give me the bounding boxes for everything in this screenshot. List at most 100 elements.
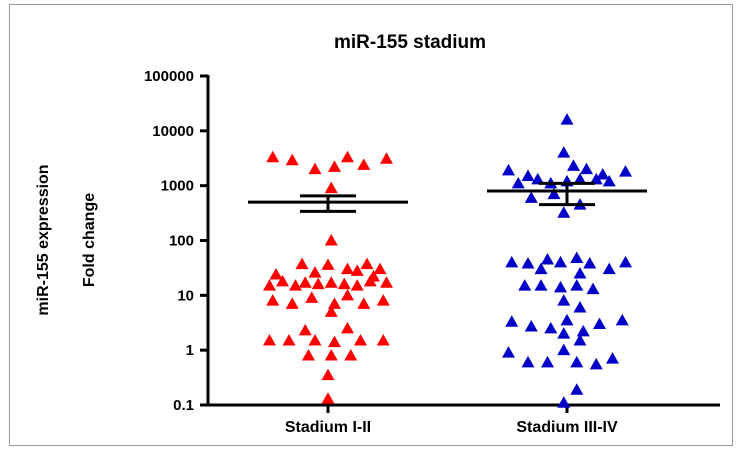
- data-point-triangle: [324, 234, 338, 246]
- data-point-triangle: [615, 313, 629, 326]
- data-point-triangle: [554, 280, 567, 293]
- data-point-triangle: [298, 276, 312, 288]
- data-point-triangle: [570, 383, 584, 395]
- data-point-triangle: [554, 255, 567, 268]
- data-point-triangle: [602, 174, 616, 187]
- data-point-triangle: [573, 172, 587, 185]
- data-point-triangle: [580, 162, 593, 175]
- data-point-triangle: [606, 352, 619, 364]
- y-axis-label: miR-155 expression Fold change: [35, 164, 98, 315]
- data-point-triangle: [324, 276, 338, 288]
- data-point-triangle: [534, 279, 548, 291]
- data-points: [263, 113, 632, 408]
- data-point-triangle: [573, 300, 587, 313]
- data-point-triangle: [541, 355, 554, 368]
- data-point-triangle: [269, 267, 283, 280]
- data-point-triangle: [324, 348, 338, 361]
- data-point-triangle: [557, 146, 571, 158]
- chart-frame: [9, 4, 733, 446]
- data-point-triangle: [285, 153, 299, 166]
- x-category-label: Stadium III-IV: [516, 419, 618, 436]
- data-point-triangle: [557, 206, 571, 218]
- data-point-triangle: [524, 191, 538, 203]
- y-tick-label: 100000: [144, 68, 194, 85]
- data-point-triangle: [534, 262, 548, 275]
- data-point-triangle: [376, 334, 390, 346]
- data-point-triangle: [524, 320, 538, 332]
- data-point-triangle: [557, 343, 571, 356]
- data-point-triangle: [324, 181, 338, 194]
- data-point-triangle: [376, 294, 390, 306]
- data-point-triangle: [573, 267, 587, 279]
- data-point-triangle: [341, 150, 354, 163]
- data-point-triangle: [505, 315, 519, 327]
- y-tick-label: 1: [186, 342, 194, 359]
- data-point-triangle: [505, 255, 519, 268]
- data-point-triangle: [308, 162, 322, 175]
- data-point-triangle: [263, 279, 276, 291]
- data-point-triangle: [511, 176, 525, 189]
- data-point-triangle: [619, 255, 632, 268]
- data-point-triangle: [544, 321, 558, 334]
- y-tick-label: 100: [169, 233, 194, 250]
- y-tick-label: 10: [177, 287, 194, 304]
- data-point-triangle: [596, 167, 610, 180]
- y-tick-label: 0.1: [173, 397, 194, 414]
- data-point-triangle: [302, 348, 315, 361]
- data-point-triangle: [602, 262, 616, 275]
- data-point-triangle: [282, 334, 296, 346]
- data-point-triangle: [567, 159, 580, 171]
- data-point-triangle: [502, 163, 515, 176]
- data-point-triangle: [557, 327, 571, 339]
- data-point-triangle: [328, 335, 341, 348]
- data-point-triangle: [560, 313, 574, 326]
- data-point-triangle: [521, 257, 535, 269]
- data-point-triangle: [570, 279, 584, 291]
- data-point-triangle: [357, 297, 371, 309]
- data-point-triangle: [619, 165, 632, 177]
- data-point-triangle: [541, 253, 554, 265]
- data-point-triangle: [557, 396, 571, 408]
- data-point-triangle: [350, 264, 364, 276]
- y-tick-label: 1000: [161, 178, 194, 195]
- data-point-triangle: [502, 346, 515, 358]
- data-point-triangle: [266, 150, 280, 163]
- data-point-triangle: [573, 334, 587, 346]
- data-point-triangle: [521, 355, 535, 368]
- y-axis-label-line1: miR-155 expression: [35, 164, 52, 315]
- data-point-triangle: [311, 277, 325, 290]
- data-point-triangle: [308, 266, 322, 278]
- data-point-triangle: [321, 392, 335, 404]
- data-point-triangle: [298, 323, 312, 336]
- data-point-triangle: [560, 113, 574, 125]
- data-point-triangle: [576, 324, 590, 337]
- data-point-triangle: [263, 334, 276, 346]
- data-point-triangle: [354, 334, 367, 346]
- data-point-triangle: [589, 357, 603, 370]
- data-point-triangle: [289, 279, 302, 291]
- data-point-triangle: [380, 152, 393, 164]
- data-point-triangle: [337, 277, 351, 290]
- y-ticks: 0.1 1 10 100 1000 10000 100000: [144, 68, 208, 414]
- data-point-triangle: [593, 317, 606, 330]
- data-point-triangle: [373, 262, 387, 275]
- axes: [206, 75, 720, 407]
- data-point-triangle: [295, 257, 309, 270]
- data-point-triangle: [324, 305, 338, 317]
- y-tick-label: 10000: [152, 123, 194, 140]
- data-point-triangle: [570, 251, 584, 263]
- data-point-triangle: [586, 282, 600, 295]
- data-point-triangle: [341, 321, 354, 334]
- data-point-triangle: [341, 288, 354, 301]
- data-point-triangle: [357, 158, 371, 170]
- data-point-triangle: [266, 294, 280, 306]
- data-point-triangle: [344, 348, 358, 361]
- data-point-triangle: [557, 294, 571, 306]
- data-point-triangle: [360, 257, 374, 270]
- y-axis-label-line2: Fold change: [81, 193, 98, 287]
- data-point-triangle: [328, 160, 341, 172]
- data-point-triangle: [531, 172, 545, 185]
- data-point-triangle: [380, 276, 393, 288]
- data-point-triangle: [308, 334, 322, 346]
